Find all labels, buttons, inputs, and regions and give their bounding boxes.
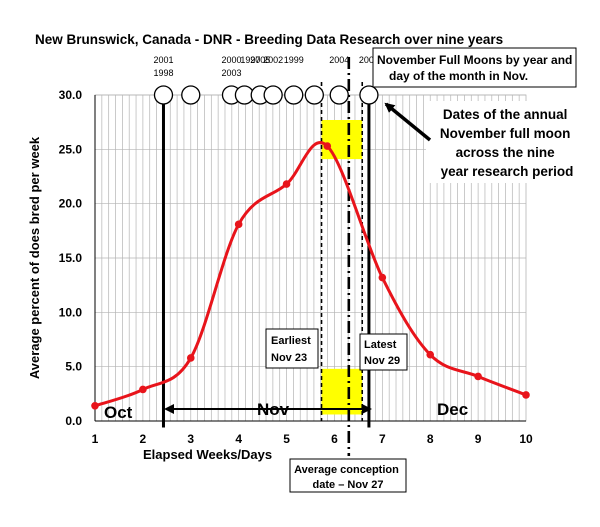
full-moon-marker: [153, 85, 174, 105]
x-tick-label: 5: [283, 432, 290, 446]
chart-title: New Brunswick, Canada - DNR - Breeding D…: [35, 32, 503, 47]
data-point: [91, 401, 99, 410]
moon-legend-line-2: day of the month in Nov.: [389, 69, 528, 83]
moon-legend-box: [372, 47, 577, 88]
moon-annotation-arrow: [384, 102, 432, 142]
y-tick-label: 10.0: [59, 305, 83, 319]
x-tick-label: 9: [475, 432, 482, 446]
moon-annotation-line-4: year research period: [441, 164, 574, 179]
x-axis-label: Elapsed Weeks/Days: [143, 447, 272, 462]
y-tick-label: 20.0: [59, 197, 83, 211]
tick-labels: 1 2 3 4 5 6 7 8 9 10 0.0 5.0 10.0 15.0 20.0 25.0 30.0: [59, 88, 533, 446]
data-point: [186, 354, 195, 362]
moon-year-label: 2003: [221, 68, 241, 78]
data-series: [91, 141, 530, 410]
x-tick-label: 10: [519, 432, 533, 446]
data-point: [323, 142, 332, 150]
latest-line-2: Nov 29: [364, 355, 400, 367]
data-point: [522, 391, 530, 399]
data-point: [234, 220, 243, 229]
full-moon-marker: [329, 85, 349, 105]
conception-box: [289, 458, 407, 493]
x-tick-label: 2: [140, 432, 147, 446]
y-tick-label: 30.0: [59, 88, 83, 102]
moon-year-label: 2004: [329, 55, 349, 65]
latest-line-1: Latest: [364, 339, 397, 351]
month-label-oct: Oct: [104, 403, 133, 422]
earliest-text: Earliest Nov 23: [271, 335, 314, 364]
latest-text: Latest Nov 29: [364, 339, 400, 367]
yellow-highlight-boxes: [321, 119, 363, 415]
full-moon-marker: [359, 85, 379, 105]
moon-year-label: 1999: [284, 55, 304, 65]
month-label-dec: Dec: [437, 400, 468, 419]
data-point: [139, 385, 147, 394]
moon-year-label: 1998: [153, 68, 173, 78]
moon-legend-text: November Full Moons by year and day of t…: [377, 53, 576, 83]
y-tick-label: 15.0: [59, 251, 83, 265]
moon-year-label: 2002: [263, 55, 283, 65]
conception-text: Average conception date – Nov 27: [294, 464, 402, 491]
moon-annotation-line-3: across the nine: [456, 145, 556, 160]
earliest-box: [265, 328, 319, 369]
moon-annotation-bg: [426, 101, 530, 183]
conception-line-2: date – Nov 27: [313, 479, 384, 491]
moon-year-label: 2001: [153, 55, 173, 65]
moon-year-label: 2000: [221, 55, 241, 65]
x-tick-label: 8: [427, 432, 434, 446]
moon-year-label: 2001: [359, 55, 379, 65]
earliest-line-2: Nov 23: [271, 352, 307, 364]
moon-annotation-text: Dates of the annual November full moon a…: [440, 107, 574, 179]
y-axis-label: Average percent of does bred per week: [27, 136, 42, 379]
x-tick-label: 6: [331, 432, 338, 446]
moon-year-label: 2005: [250, 55, 270, 65]
moon-year-label: 1997: [240, 55, 260, 65]
full-moon-marker: [181, 85, 201, 105]
x-tick-label: 3: [187, 432, 194, 446]
reference-lines: [161, 57, 371, 456]
moon-legend-line-1: November Full Moons by year and: [377, 53, 572, 67]
x-tick-label: 1: [92, 432, 99, 446]
data-point: [378, 273, 387, 282]
highlight-base: [321, 368, 363, 415]
series-line: [94, 141, 527, 408]
full-moon-marker: [284, 85, 304, 105]
axes: [94, 95, 526, 422]
earliest-line-1: Earliest: [271, 335, 311, 347]
moon-annotation-line-1: Dates of the annual: [443, 107, 568, 122]
full-moon-marker: [304, 85, 324, 105]
moon-annotation-line-2: November full moon: [440, 126, 571, 141]
y-tick-label: 25.0: [59, 142, 83, 156]
highlight-peak: [321, 119, 363, 160]
data-point: [474, 372, 482, 381]
y-tick-label: 0.0: [65, 414, 82, 428]
y-tick-label: 5.0: [65, 360, 82, 374]
x-tick-label: 4: [235, 432, 242, 446]
full-moon-marker: [263, 85, 283, 105]
data-point: [426, 350, 435, 359]
conception-line-1: Average conception: [294, 464, 399, 476]
latest-box: [359, 333, 408, 371]
data-point: [282, 180, 291, 188]
x-tick-label: 7: [379, 432, 386, 446]
